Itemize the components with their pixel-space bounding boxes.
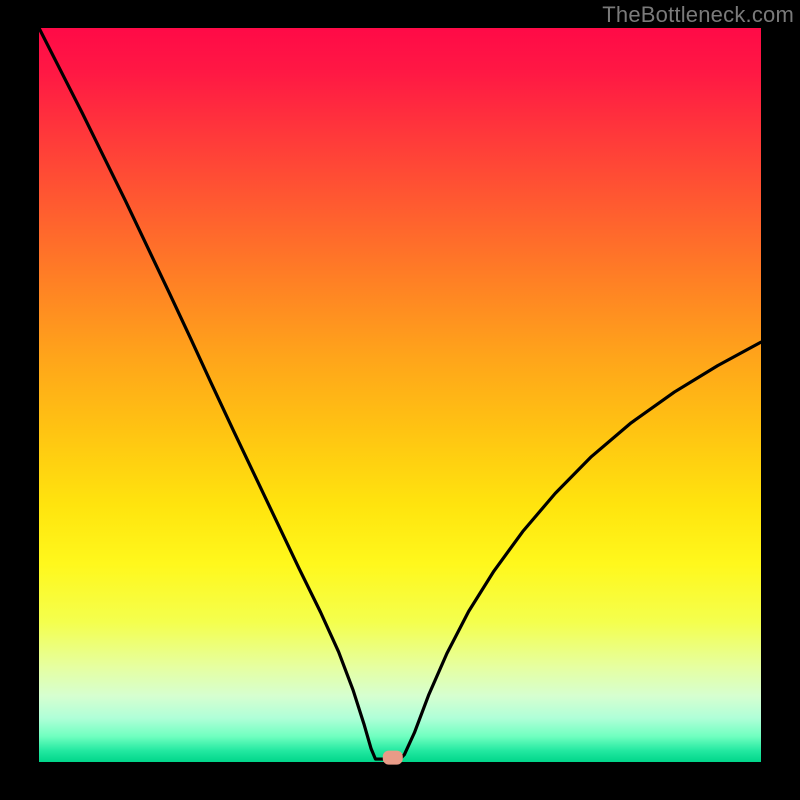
stage: TheBottleneck.com [0, 0, 800, 800]
bottleneck-chart [0, 0, 800, 800]
chart-background [39, 28, 761, 762]
watermark-text: TheBottleneck.com [602, 2, 794, 28]
optimum-marker [383, 751, 403, 765]
